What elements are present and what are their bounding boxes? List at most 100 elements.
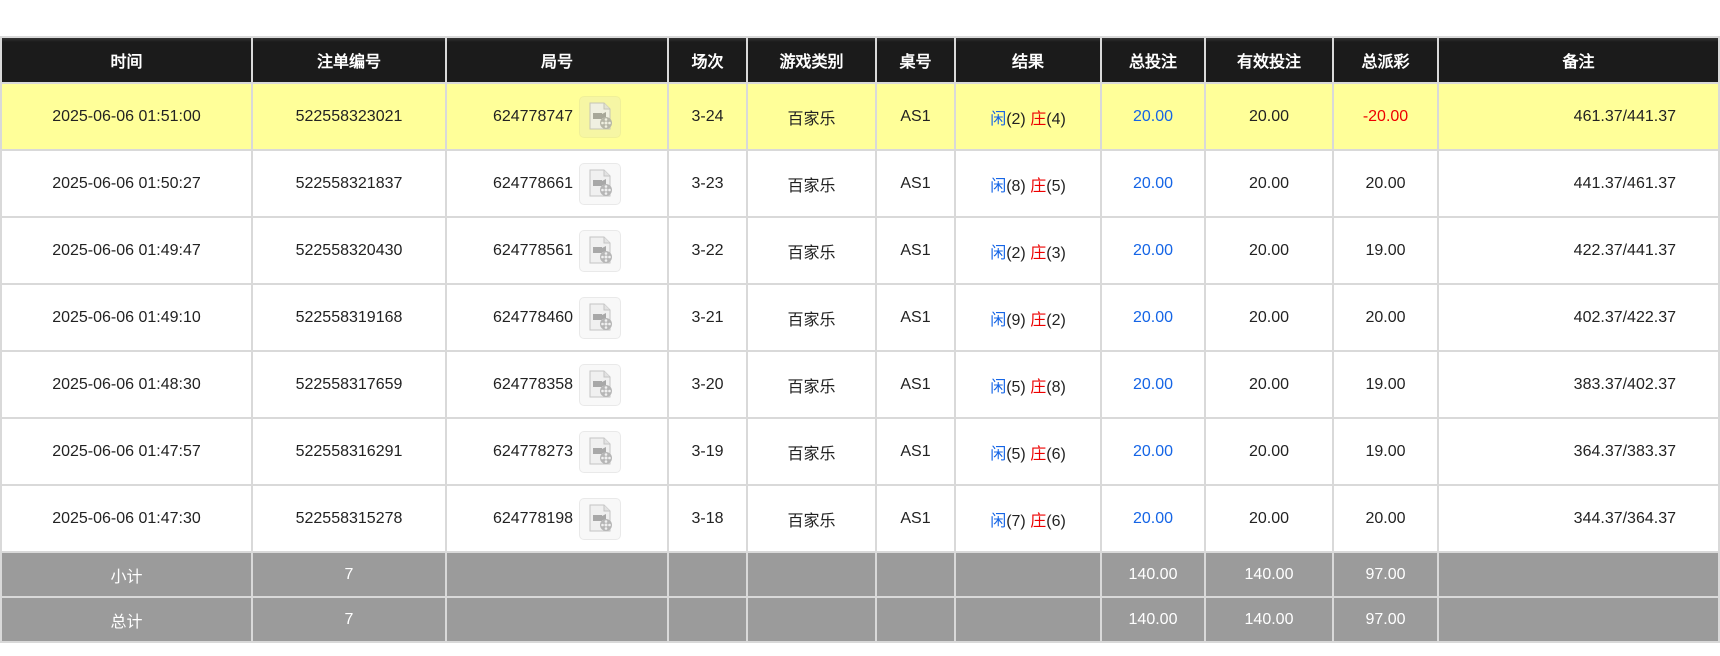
video-file-icon[interactable] [579,497,622,540]
bet-id-cell: 522558321837 [251,149,447,218]
banker-label: 庄 [1030,244,1047,262]
total-bet-cell: 20.00 [1100,216,1206,285]
banker-score: (5) [1046,177,1066,195]
round-cell: 624778198 [445,484,669,553]
video-file-icon[interactable] [579,162,622,205]
column-header-total-bet: 总投注 [1100,36,1206,84]
total-bet-cell: 20.00 [1100,350,1206,419]
valid-bet-cell: 20.00 [1204,417,1334,486]
round-cell: 624778561 [445,216,669,285]
banker-score: (3) [1046,244,1066,262]
bet-id-cell: 522558317659 [251,350,447,419]
player-score: (5) [1006,445,1026,463]
game-cell: 百家乐 [746,417,877,486]
note-cell: 402.37/422.37 [1437,283,1720,352]
round-number: 624778273 [492,442,574,460]
valid-bet-cell: 20.00 [1204,82,1334,151]
result-cell: 闲(5) 庄(6) [954,417,1102,486]
player-score: (9) [1006,311,1026,329]
video-file-icon[interactable] [579,95,622,138]
bet-id-cell: 522558319168 [251,283,447,352]
banker-score: (2) [1046,311,1066,329]
note-cell: 461.37/441.37 [1437,82,1720,151]
valid-bet-cell: 20.00 [1204,484,1334,553]
session-cell: 3-23 [667,149,748,218]
column-header-table: 桌号 [875,36,956,84]
result-cell: 闲(2) 庄(4) [954,82,1102,151]
time-cell: 2025-06-06 01:47:30 [0,484,253,553]
game-cell: 百家乐 [746,149,877,218]
round-number: 624778661 [492,174,574,192]
result-cell: 闲(9) 庄(2) [954,283,1102,352]
table-row: 2025-06-06 01:47:30 522558315278 6247781… [0,484,1720,553]
note-cell: 344.37/364.37 [1437,484,1720,553]
round-cell: 624778747 [445,82,669,151]
time-cell: 2025-06-06 01:51:00 [0,82,253,151]
subtotal-total-bet: 140.00 [1100,551,1206,598]
player-score: (8) [1006,177,1026,195]
banker-score: (6) [1046,445,1066,463]
table-cell: AS1 [875,149,956,218]
session-cell: 3-18 [667,484,748,553]
note-cell: 383.37/402.37 [1437,350,1720,419]
table-cell: AS1 [875,417,956,486]
table-row: 2025-06-06 01:50:27 522558321837 6247786… [0,149,1720,218]
table-cell: AS1 [875,484,956,553]
round-number: 624778460 [492,308,574,326]
column-header-bet-id: 注单编号 [251,36,447,84]
payout-cell: 20.00 [1332,149,1439,218]
banker-label: 庄 [1030,445,1047,463]
round-cell: 624778358 [445,350,669,419]
bet-id-cell: 522558316291 [251,417,447,486]
banker-label: 庄 [1030,177,1047,195]
player-label: 闲 [990,110,1007,128]
player-label: 闲 [990,244,1007,262]
video-file-icon[interactable] [579,363,622,406]
session-cell: 3-21 [667,283,748,352]
banker-label: 庄 [1030,110,1047,128]
payout-cell: 19.00 [1332,216,1439,285]
total-bet-cell: 20.00 [1100,82,1206,151]
banker-score: (8) [1046,378,1066,396]
game-cell: 百家乐 [746,484,877,553]
note-cell: 422.37/441.37 [1437,216,1720,285]
column-header-session: 场次 [667,36,748,84]
total-bet-cell: 20.00 [1100,149,1206,218]
table-header: 时间 注单编号 局号 场次 游戏类别 桌号 结果 总投注 有效投注 总派彩 备注 [0,36,1720,84]
total-bet-cell: 20.00 [1100,283,1206,352]
bet-id-cell: 522558315278 [251,484,447,553]
player-label: 闲 [990,378,1007,396]
time-cell: 2025-06-06 01:50:27 [0,149,253,218]
payout-cell: -20.00 [1332,82,1439,151]
player-score: (2) [1006,110,1026,128]
banker-label: 庄 [1030,311,1047,329]
bet-id-cell: 522558323021 [251,82,447,151]
total-row: 总计 7 140.00 140.00 97.00 [0,596,1720,643]
table-row: 2025-06-06 01:51:00 522558323021 6247787… [0,82,1720,151]
round-number: 624778358 [492,375,574,393]
time-cell: 2025-06-06 01:48:30 [0,350,253,419]
video-file-icon[interactable] [579,430,622,473]
payout-cell: 19.00 [1332,417,1439,486]
table-row: 2025-06-06 01:48:30 522558317659 6247783… [0,350,1720,419]
time-cell: 2025-06-06 01:49:10 [0,283,253,352]
session-cell: 3-19 [667,417,748,486]
video-file-icon[interactable] [579,229,622,272]
column-header-round: 局号 [445,36,669,84]
session-cell: 3-22 [667,216,748,285]
player-label: 闲 [990,177,1007,195]
table-cell: AS1 [875,350,956,419]
game-cell: 百家乐 [746,350,877,419]
payout-cell: 20.00 [1332,283,1439,352]
session-cell: 3-24 [667,82,748,151]
payout-cell: 20.00 [1332,484,1439,553]
valid-bet-cell: 20.00 [1204,149,1334,218]
result-cell: 闲(7) 庄(6) [954,484,1102,553]
round-number: 624778198 [492,509,574,527]
video-file-icon[interactable] [579,296,622,339]
note-cell: 441.37/461.37 [1437,149,1720,218]
table-cell: AS1 [875,82,956,151]
result-cell: 闲(5) 庄(8) [954,350,1102,419]
column-header-result: 结果 [954,36,1102,84]
result-cell: 闲(2) 庄(3) [954,216,1102,285]
